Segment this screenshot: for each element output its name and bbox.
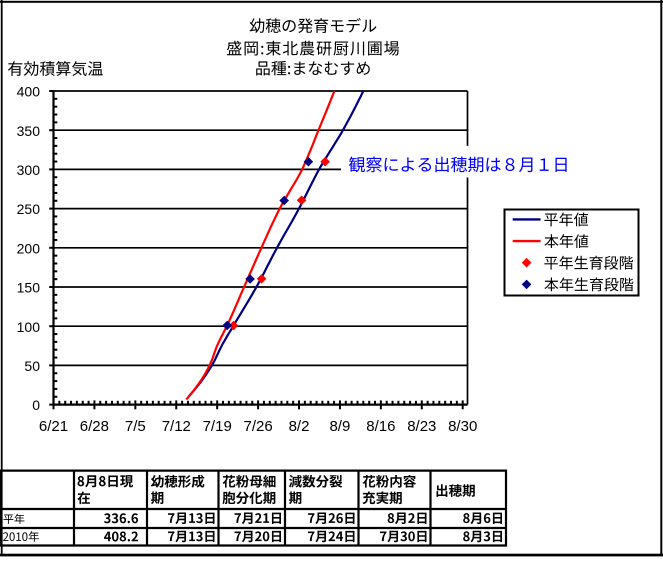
- svg-text:7/5: 7/5: [125, 418, 146, 435]
- svg-text:8/23: 8/23: [407, 418, 436, 435]
- svg-text:7/26: 7/26: [243, 418, 272, 435]
- svg-text:7/19: 7/19: [203, 418, 232, 435]
- svg-text:300: 300: [17, 162, 41, 178]
- svg-text:8/30: 8/30: [448, 418, 477, 435]
- svg-text:8/2: 8/2: [289, 418, 310, 435]
- svg-text:150: 150: [17, 280, 41, 296]
- svg-text:7/12: 7/12: [162, 418, 191, 435]
- svg-text:100: 100: [17, 319, 41, 335]
- svg-text:350: 350: [17, 123, 41, 139]
- svg-text:200: 200: [17, 240, 41, 256]
- svg-text:6/28: 6/28: [80, 418, 109, 435]
- svg-text:250: 250: [17, 201, 41, 217]
- svg-text:0: 0: [32, 397, 40, 413]
- svg-text:8/16: 8/16: [366, 418, 395, 435]
- svg-text:8/9: 8/9: [329, 418, 350, 435]
- svg-text:400: 400: [17, 84, 41, 100]
- svg-text:6/21: 6/21: [39, 418, 68, 435]
- svg-text:50: 50: [24, 358, 40, 374]
